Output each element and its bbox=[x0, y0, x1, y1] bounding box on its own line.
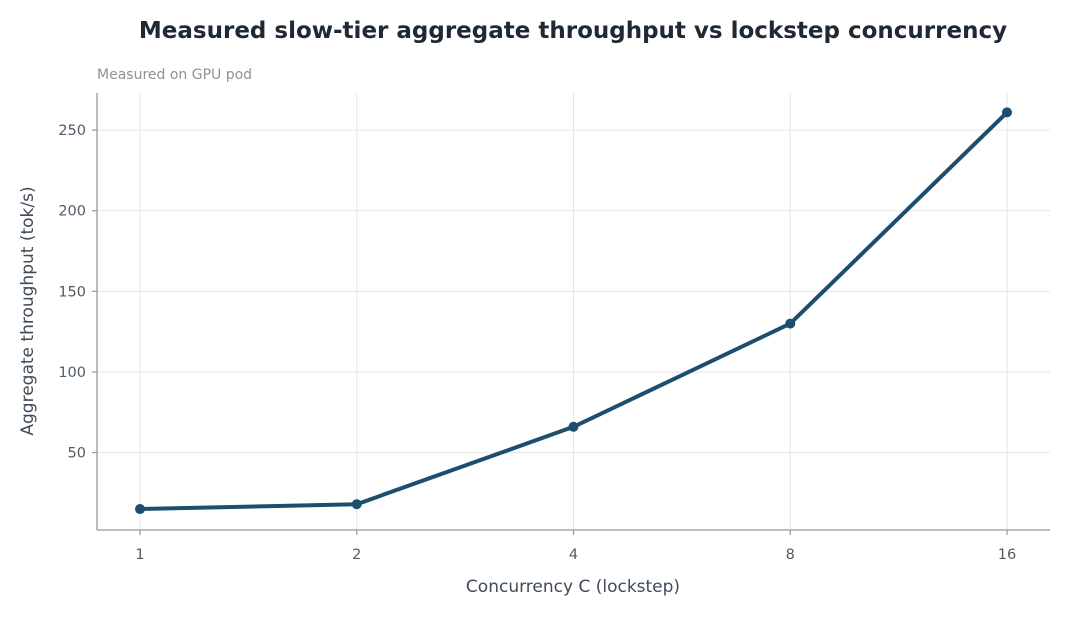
data-point-0-0 bbox=[135, 504, 145, 515]
x-tick-label-4: 16 bbox=[998, 547, 1016, 563]
chart-title: Measured slow-tier aggregate throughput … bbox=[139, 18, 1007, 44]
x-tick-label-2: 4 bbox=[569, 547, 578, 563]
y-tick-label-2: 150 bbox=[58, 284, 86, 300]
data-point-0-4 bbox=[1002, 107, 1012, 118]
x-axis-label: Concurrency C (lockstep) bbox=[466, 577, 680, 597]
data-point-0-1 bbox=[351, 499, 362, 510]
y-tick-label-4: 250 bbox=[58, 123, 86, 139]
tick-labels: 1 2 4 8 16 50 100 150 200 250 bbox=[58, 123, 1016, 563]
y-axis-label: Aggregate throughput (tok/s) bbox=[18, 186, 38, 435]
x-tick-label-1: 2 bbox=[352, 547, 361, 563]
x-tick-label-3: 8 bbox=[786, 547, 795, 563]
data-point-0-3 bbox=[785, 318, 796, 329]
y-tick-label-3: 200 bbox=[58, 204, 86, 220]
x-tick-label-0: 1 bbox=[135, 547, 144, 563]
y-tick-label-1: 100 bbox=[58, 365, 86, 381]
y-tick-label-0: 50 bbox=[68, 446, 86, 462]
chart-subtitle: Measured on GPU pod bbox=[97, 67, 252, 83]
data-points bbox=[135, 107, 1012, 515]
grid-lines bbox=[97, 93, 1050, 530]
data-point-0-2 bbox=[568, 421, 579, 432]
axes bbox=[92, 93, 1050, 535]
